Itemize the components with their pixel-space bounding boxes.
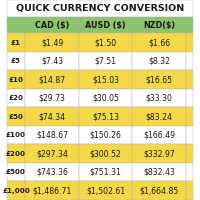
Bar bbox=[25, 70, 79, 89]
Text: $16.65: $16.65 bbox=[146, 75, 173, 84]
Text: £500: £500 bbox=[6, 169, 26, 175]
Bar bbox=[132, 33, 186, 52]
Bar bbox=[7, 33, 25, 52]
Text: £200: £200 bbox=[6, 151, 26, 157]
Bar bbox=[7, 70, 25, 89]
Bar bbox=[186, 107, 193, 126]
Text: £10: £10 bbox=[8, 77, 23, 83]
Bar bbox=[186, 181, 193, 200]
Bar bbox=[186, 70, 193, 89]
Text: AUSD ($): AUSD ($) bbox=[85, 21, 126, 30]
Bar bbox=[186, 126, 193, 144]
Text: $15.03: $15.03 bbox=[92, 75, 119, 84]
Bar bbox=[186, 144, 193, 163]
Text: $29.73: $29.73 bbox=[39, 94, 66, 103]
Bar bbox=[79, 17, 132, 33]
Bar bbox=[7, 107, 25, 126]
Bar bbox=[79, 89, 132, 107]
Text: $1,664.85: $1,664.85 bbox=[140, 186, 179, 195]
Text: £20: £20 bbox=[8, 95, 23, 101]
Text: $7.43: $7.43 bbox=[41, 57, 63, 66]
Text: $751.31: $751.31 bbox=[90, 168, 122, 177]
Bar bbox=[25, 144, 79, 163]
Bar bbox=[186, 33, 193, 52]
Text: $300.52: $300.52 bbox=[90, 149, 121, 158]
Bar bbox=[7, 144, 25, 163]
Bar bbox=[186, 17, 193, 33]
Bar bbox=[7, 52, 25, 70]
Bar bbox=[25, 33, 79, 52]
Bar bbox=[132, 181, 186, 200]
Text: £100: £100 bbox=[6, 132, 26, 138]
Bar bbox=[132, 17, 186, 33]
Bar bbox=[132, 89, 186, 107]
Text: $75.13: $75.13 bbox=[92, 112, 119, 121]
Bar bbox=[79, 144, 132, 163]
Text: $30.05: $30.05 bbox=[92, 94, 119, 103]
Bar bbox=[132, 163, 186, 181]
Bar bbox=[79, 52, 132, 70]
Text: CAD ($): CAD ($) bbox=[35, 21, 69, 30]
Bar bbox=[7, 89, 25, 107]
Bar bbox=[132, 70, 186, 89]
Bar bbox=[79, 163, 132, 181]
Text: $33.30: $33.30 bbox=[146, 94, 173, 103]
Bar bbox=[25, 52, 79, 70]
Text: $8.32: $8.32 bbox=[148, 57, 170, 66]
Text: $1.66: $1.66 bbox=[148, 38, 170, 47]
Bar bbox=[79, 107, 132, 126]
Text: $1.50: $1.50 bbox=[95, 38, 117, 47]
Text: QUICK CURRENCY CONVERSION: QUICK CURRENCY CONVERSION bbox=[16, 4, 184, 13]
Bar bbox=[132, 52, 186, 70]
Bar bbox=[186, 163, 193, 181]
Bar bbox=[25, 126, 79, 144]
Text: $148.67: $148.67 bbox=[36, 131, 68, 140]
Text: $832.43: $832.43 bbox=[143, 168, 175, 177]
Text: $74.34: $74.34 bbox=[39, 112, 66, 121]
Bar bbox=[25, 107, 79, 126]
Text: $14.87: $14.87 bbox=[39, 75, 66, 84]
Text: NZD($): NZD($) bbox=[143, 21, 175, 30]
Text: $7.51: $7.51 bbox=[95, 57, 117, 66]
Bar bbox=[132, 144, 186, 163]
Bar bbox=[132, 107, 186, 126]
Bar bbox=[7, 181, 25, 200]
Text: $297.34: $297.34 bbox=[36, 149, 68, 158]
Bar bbox=[25, 181, 79, 200]
Text: $150.26: $150.26 bbox=[90, 131, 122, 140]
Bar bbox=[79, 70, 132, 89]
Text: $743.36: $743.36 bbox=[36, 168, 68, 177]
Bar bbox=[25, 89, 79, 107]
Text: $1.49: $1.49 bbox=[41, 38, 63, 47]
Text: $332.97: $332.97 bbox=[143, 149, 175, 158]
Text: $83.24: $83.24 bbox=[146, 112, 173, 121]
Text: £50: £50 bbox=[9, 114, 23, 120]
Text: £1: £1 bbox=[11, 40, 21, 46]
Bar bbox=[7, 0, 193, 17]
Bar bbox=[7, 17, 25, 33]
Text: £1,000: £1,000 bbox=[2, 188, 30, 194]
Bar bbox=[7, 126, 25, 144]
Text: $1,502.61: $1,502.61 bbox=[86, 186, 125, 195]
Bar bbox=[25, 163, 79, 181]
Bar bbox=[79, 181, 132, 200]
Text: $1,486.71: $1,486.71 bbox=[32, 186, 72, 195]
Bar bbox=[186, 52, 193, 70]
Text: $166.49: $166.49 bbox=[143, 131, 175, 140]
Bar bbox=[132, 126, 186, 144]
Text: £5: £5 bbox=[11, 58, 21, 64]
Bar bbox=[25, 17, 79, 33]
Bar bbox=[79, 126, 132, 144]
Bar bbox=[79, 33, 132, 52]
Bar bbox=[7, 163, 25, 181]
Bar bbox=[186, 89, 193, 107]
